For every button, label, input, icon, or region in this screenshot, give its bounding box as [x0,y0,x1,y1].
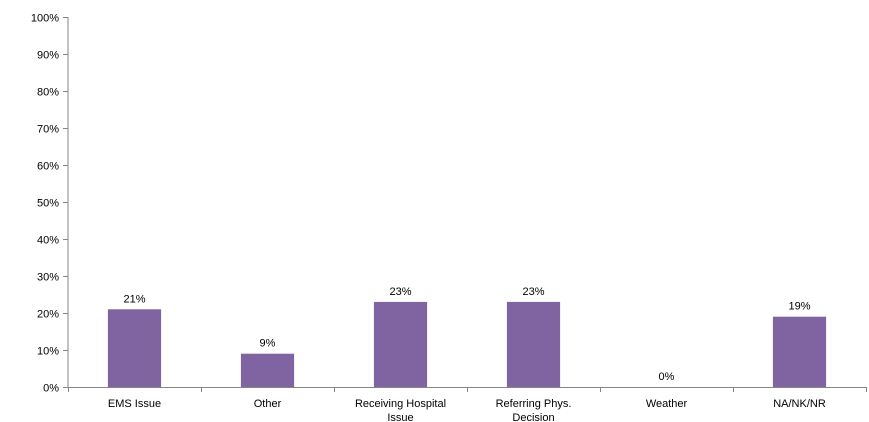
x-category-label-line: Other [254,398,282,410]
y-tick-label: 0% [43,383,59,395]
bar [240,353,295,387]
x-category-label-line: Receiving Hospital [355,398,446,410]
x-category-label-line: Decision [512,412,554,422]
y-tick-label: 70% [37,124,59,136]
x-category-label-line: Weather [646,398,688,410]
x-category-label: Referring Phys. Decision [496,398,572,422]
data-label: 21% [123,293,145,305]
y-tick-label: 30% [37,272,59,284]
x-category-label-line: EMS Issue [108,398,161,410]
bar [506,301,561,387]
y-tick-label: 20% [37,309,59,321]
data-labels: 21% 9% 23% 23% 0% 19% [123,286,810,383]
data-label: 23% [522,286,544,298]
y-tick-label: 10% [37,346,59,358]
data-label: 23% [389,286,411,298]
x-category-label-line: Referring Phys. [496,398,572,410]
y-tick-label: 90% [37,50,59,62]
x-category-label: Receiving Hospital Issue [355,398,446,422]
y-tick-label: 100% [31,13,59,25]
y-tick-label: 60% [37,161,59,173]
y-axis: 0% 10% 20% 30% 40% 50% 60% 70% 80% 90% 100% [31,13,69,395]
x-category-label-line: NA/NK/NR [773,398,826,410]
data-label: 9% [260,338,276,350]
x-category-label: Other [254,398,282,410]
bar [373,301,428,387]
x-category-label: EMS Issue [108,398,161,410]
data-label: 19% [788,301,810,313]
bars [107,301,827,387]
y-tick-label: 80% [37,87,59,99]
y-tick-label: 40% [37,235,59,247]
bar [772,316,827,387]
x-category-label-line: Issue [387,412,413,422]
bar [107,309,162,387]
x-category-label: Weather [646,398,688,410]
data-label: 0% [659,371,675,383]
x-category-label: NA/NK/NR [773,398,826,410]
x-axis: EMS Issue Other Receiving Hospital Issue Ref… [68,387,867,422]
y-tick-label: 50% [37,198,59,210]
